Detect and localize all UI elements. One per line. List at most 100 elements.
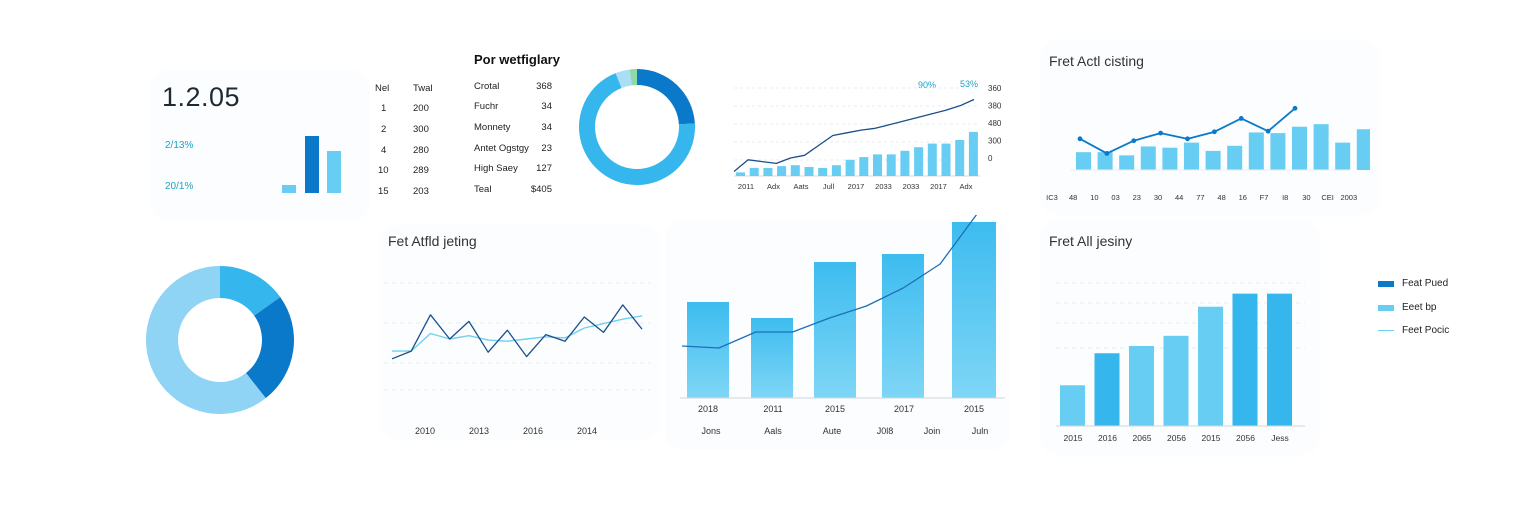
bar bbox=[777, 166, 787, 176]
x-tick-label: 2017 bbox=[848, 182, 865, 191]
x-tick-label: 2015 bbox=[1202, 433, 1221, 443]
bar bbox=[1292, 126, 1307, 170]
table-row: 4 280 bbox=[375, 140, 433, 161]
table-cell: Monnety bbox=[474, 121, 511, 133]
bar bbox=[1140, 146, 1156, 170]
summary-table: Crotal 368 Fuchr 34 Monnety 34 Antet Ogstgy… bbox=[474, 76, 552, 200]
bar bbox=[305, 136, 319, 193]
bar bbox=[955, 140, 965, 176]
x-tick-label: 2056 bbox=[1236, 433, 1255, 443]
mini-table-header-1: Nel bbox=[375, 82, 390, 94]
x-tick-label: Jull bbox=[823, 182, 835, 191]
table-cell: Antet Ogstgy bbox=[474, 142, 529, 154]
x-tick-label: 2017 bbox=[894, 404, 914, 414]
x-tick-label: Jons bbox=[701, 426, 721, 436]
x-tick-label: 10 bbox=[1090, 193, 1098, 202]
table-row: 1 200 bbox=[375, 99, 433, 120]
donut-slice bbox=[615, 69, 632, 88]
table-cell: 203 bbox=[413, 185, 429, 197]
bar bbox=[1205, 150, 1221, 170]
bar bbox=[818, 167, 828, 176]
table-row: Fuchr 34 bbox=[474, 97, 552, 118]
x-tick-label: Join bbox=[924, 426, 941, 436]
kpi-mini-bar-chart bbox=[282, 136, 341, 193]
y-tick-label: 300 bbox=[988, 137, 1002, 146]
bar bbox=[968, 131, 978, 176]
data-point bbox=[1131, 138, 1137, 144]
x-tick-label: 2016 bbox=[1098, 433, 1117, 443]
table-row: Monnety 34 bbox=[474, 117, 552, 138]
data-point bbox=[1185, 136, 1190, 142]
kpi-percent-top: 2/13% bbox=[165, 140, 194, 151]
bar bbox=[814, 262, 856, 398]
bar bbox=[1097, 152, 1113, 170]
combo-top-label-left: 90% bbox=[918, 80, 936, 90]
table-cell: 34 bbox=[541, 121, 552, 133]
x-tick-label: Adx bbox=[767, 182, 780, 191]
table-cell: 23 bbox=[541, 142, 552, 154]
table-cell: $405 bbox=[530, 183, 552, 195]
x-tick-label: 2010 bbox=[415, 426, 435, 436]
bar bbox=[327, 151, 341, 193]
table-cell: 200 bbox=[413, 103, 429, 115]
x-tick-label: 2003 bbox=[1340, 193, 1357, 202]
x-tick-label: Aute bbox=[823, 426, 842, 436]
bar bbox=[790, 165, 800, 176]
legend-line-swatch bbox=[1378, 330, 1394, 331]
bar-chart-right-title: Fret All jesiny bbox=[1049, 233, 1133, 249]
bar bbox=[1129, 346, 1154, 426]
bar bbox=[859, 157, 869, 176]
data-point bbox=[1238, 116, 1244, 121]
bar bbox=[941, 143, 951, 176]
donut-slice bbox=[220, 266, 281, 316]
bar bbox=[1267, 293, 1292, 426]
bar bbox=[1094, 353, 1120, 426]
legend-label: Eeet bp bbox=[1402, 302, 1437, 313]
legend-swatch bbox=[1378, 304, 1394, 311]
donut-slice bbox=[637, 69, 695, 125]
data-point bbox=[1158, 130, 1164, 136]
x-tick-label: 48 bbox=[1217, 193, 1225, 202]
bar bbox=[831, 165, 841, 176]
series-line bbox=[733, 98, 975, 173]
bar bbox=[1313, 124, 1329, 170]
x-tick-label: I8 bbox=[1282, 193, 1288, 202]
table-cell: Teal bbox=[474, 183, 492, 195]
x-tick-label: J0l8 bbox=[877, 426, 894, 436]
table-cell: High Saey bbox=[474, 163, 518, 175]
x-tick-label: F7 bbox=[1260, 193, 1269, 202]
bar bbox=[927, 143, 937, 176]
legend-item: Feet Pocic bbox=[1378, 325, 1449, 336]
x-tick-label: Juln bbox=[972, 426, 989, 436]
x-tick-label: 30 bbox=[1302, 193, 1310, 202]
table-cell: 300 bbox=[413, 123, 429, 135]
top-right-chart-title: Fret Actl cisting bbox=[1049, 53, 1144, 69]
bar bbox=[1270, 133, 1286, 170]
y-tick-label: 480 bbox=[988, 119, 1002, 128]
line-chart-middle: 2010 2013 2016 2014 bbox=[384, 282, 650, 436]
x-tick-label: 23 bbox=[1133, 193, 1141, 202]
bar bbox=[1248, 132, 1264, 170]
mini-table: Nel Twal 1 200 2 300 4 280 10 289 15 203 bbox=[375, 78, 433, 202]
bar bbox=[1060, 385, 1085, 426]
summary-table-title: Por wetfiglary bbox=[474, 52, 560, 67]
table-cell: 34 bbox=[541, 101, 552, 113]
kpi-value: 1.2.05 bbox=[162, 82, 241, 112]
x-tick-label: CEI bbox=[1321, 193, 1334, 202]
donut-chart-bottom bbox=[146, 266, 294, 414]
x-tick-label: 2015 bbox=[1064, 433, 1083, 443]
table-row: 10 289 bbox=[375, 160, 433, 181]
x-tick-label: 2018 bbox=[698, 404, 718, 414]
x-tick-label: 03 bbox=[1111, 193, 1119, 202]
x-tick-label: 2033 bbox=[875, 182, 892, 191]
bar bbox=[882, 254, 924, 398]
bar bbox=[1162, 147, 1178, 170]
bar bbox=[845, 159, 855, 176]
series-line bbox=[681, 215, 978, 349]
table-row: Teal $405 bbox=[474, 179, 552, 200]
x-tick-label: Aals bbox=[764, 426, 782, 436]
combo-chart-middle: 2018 2011 2015 2017 2015 Jons Aals Aute J0l8 Join… bbox=[680, 215, 1005, 436]
table-row: High Saey 127 bbox=[474, 158, 552, 179]
table-cell: 1 bbox=[381, 103, 387, 115]
combo-chart-top: 90% 53% 360 380 480 300 0 2011 Adx Aats Jull 201… bbox=[733, 79, 1002, 191]
